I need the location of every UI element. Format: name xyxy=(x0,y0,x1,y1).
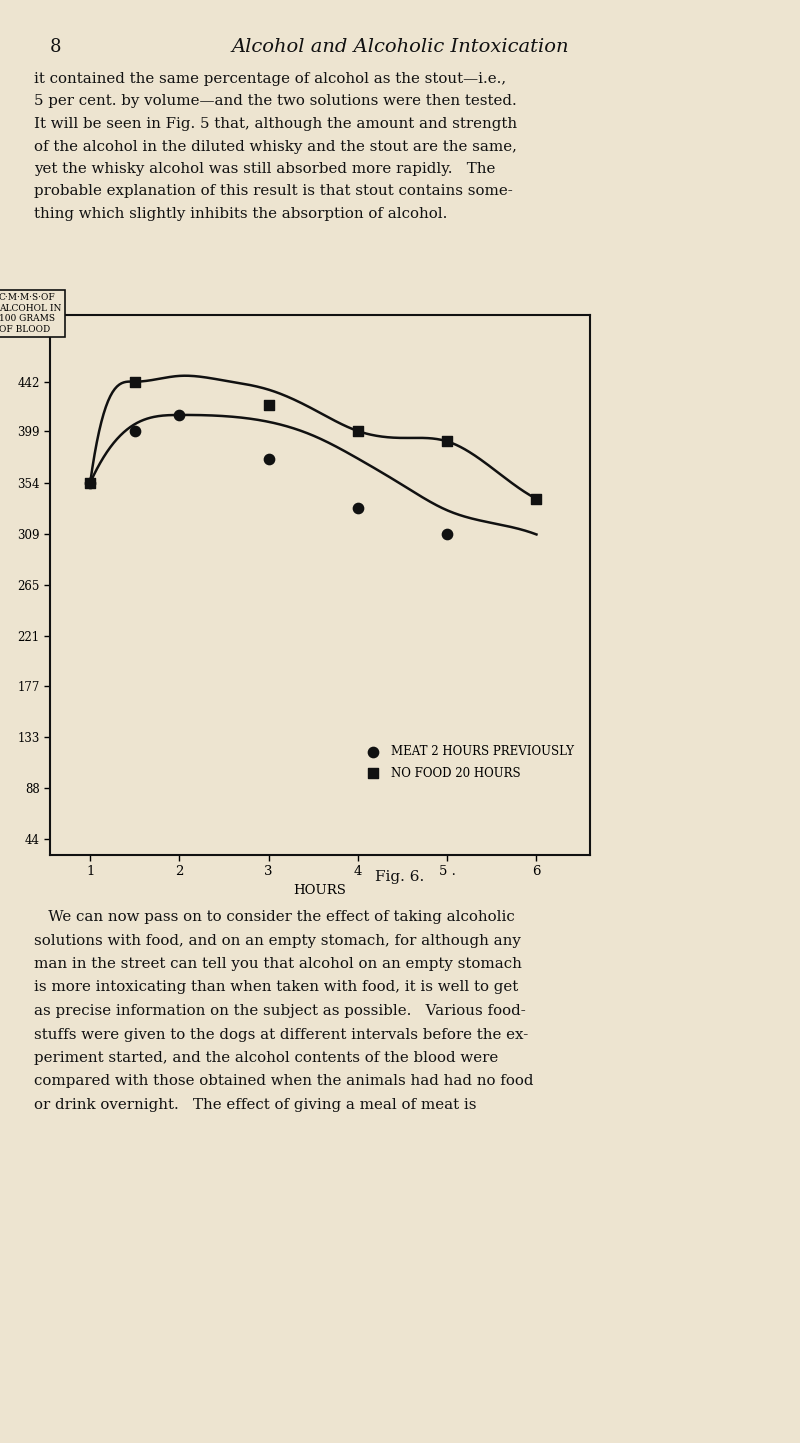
Text: C·M·M·S·OF
ALCOHOL IN
100 GRAMS
OF BLOOD: C·M·M·S·OF ALCOHOL IN 100 GRAMS OF BLOOD xyxy=(0,293,61,333)
Text: thing which slightly inhibits the absorption of alcohol.: thing which slightly inhibits the absorp… xyxy=(34,206,447,221)
Text: Alcohol and Alcoholic Intoxication: Alcohol and Alcoholic Intoxication xyxy=(231,38,569,56)
Point xyxy=(262,447,275,470)
Text: probable explanation of this result is that stout contains some-: probable explanation of this result is t… xyxy=(34,185,513,199)
Text: is more intoxicating than when taken with food, it is well to get: is more intoxicating than when taken wit… xyxy=(34,980,518,994)
Point xyxy=(441,522,454,545)
Point xyxy=(530,488,543,511)
Text: as precise information on the subject as possible.   Various food-: as precise information on the subject as… xyxy=(34,1004,526,1017)
Text: 8: 8 xyxy=(50,38,62,56)
Text: of the alcohol in the diluted whisky and the stout are the same,: of the alcohol in the diluted whisky and… xyxy=(34,140,517,153)
Text: stuffs were given to the dogs at different intervals before the ex-: stuffs were given to the dogs at differe… xyxy=(34,1027,528,1042)
Text: 5 per cent. by volume—and the two solutions were then tested.: 5 per cent. by volume—and the two soluti… xyxy=(34,94,517,108)
Text: We can now pass on to consider the effect of taking alcoholic: We can now pass on to consider the effec… xyxy=(34,911,514,924)
Point xyxy=(128,420,141,443)
Point xyxy=(128,369,141,392)
Text: man in the street can tell you that alcohol on an empty stomach: man in the street can tell you that alco… xyxy=(34,957,522,971)
Legend: MEAT 2 HOURS PREVIOUSLY, NO FOOD 20 HOURS: MEAT 2 HOURS PREVIOUSLY, NO FOOD 20 HOUR… xyxy=(357,740,578,785)
Point xyxy=(351,496,364,519)
Text: or drink overnight.   The effect of giving a meal of meat is: or drink overnight. The effect of giving… xyxy=(34,1098,477,1113)
Point xyxy=(173,404,186,427)
Text: It will be seen in Fig. 5 that, although the amount and strength: It will be seen in Fig. 5 that, although… xyxy=(34,117,517,131)
X-axis label: HOURS: HOURS xyxy=(294,885,346,898)
Point xyxy=(351,420,364,443)
Text: yet the whisky alcohol was still absorbed more rapidly.   The: yet the whisky alcohol was still absorbe… xyxy=(34,162,495,176)
Point xyxy=(84,472,97,495)
Text: it contained the same percentage of alcohol as the stout—i.e.,: it contained the same percentage of alco… xyxy=(34,72,506,87)
Text: periment started, and the alcohol contents of the blood were: periment started, and the alcohol conten… xyxy=(34,1051,498,1065)
Text: solutions with food, and on an empty stomach, for although any: solutions with food, and on an empty sto… xyxy=(34,934,521,948)
Point xyxy=(262,392,275,416)
Point xyxy=(84,472,97,495)
Text: compared with those obtained when the animals had had no food: compared with those obtained when the an… xyxy=(34,1075,534,1088)
Point xyxy=(441,430,454,453)
Text: Fig. 6.: Fig. 6. xyxy=(375,870,425,885)
